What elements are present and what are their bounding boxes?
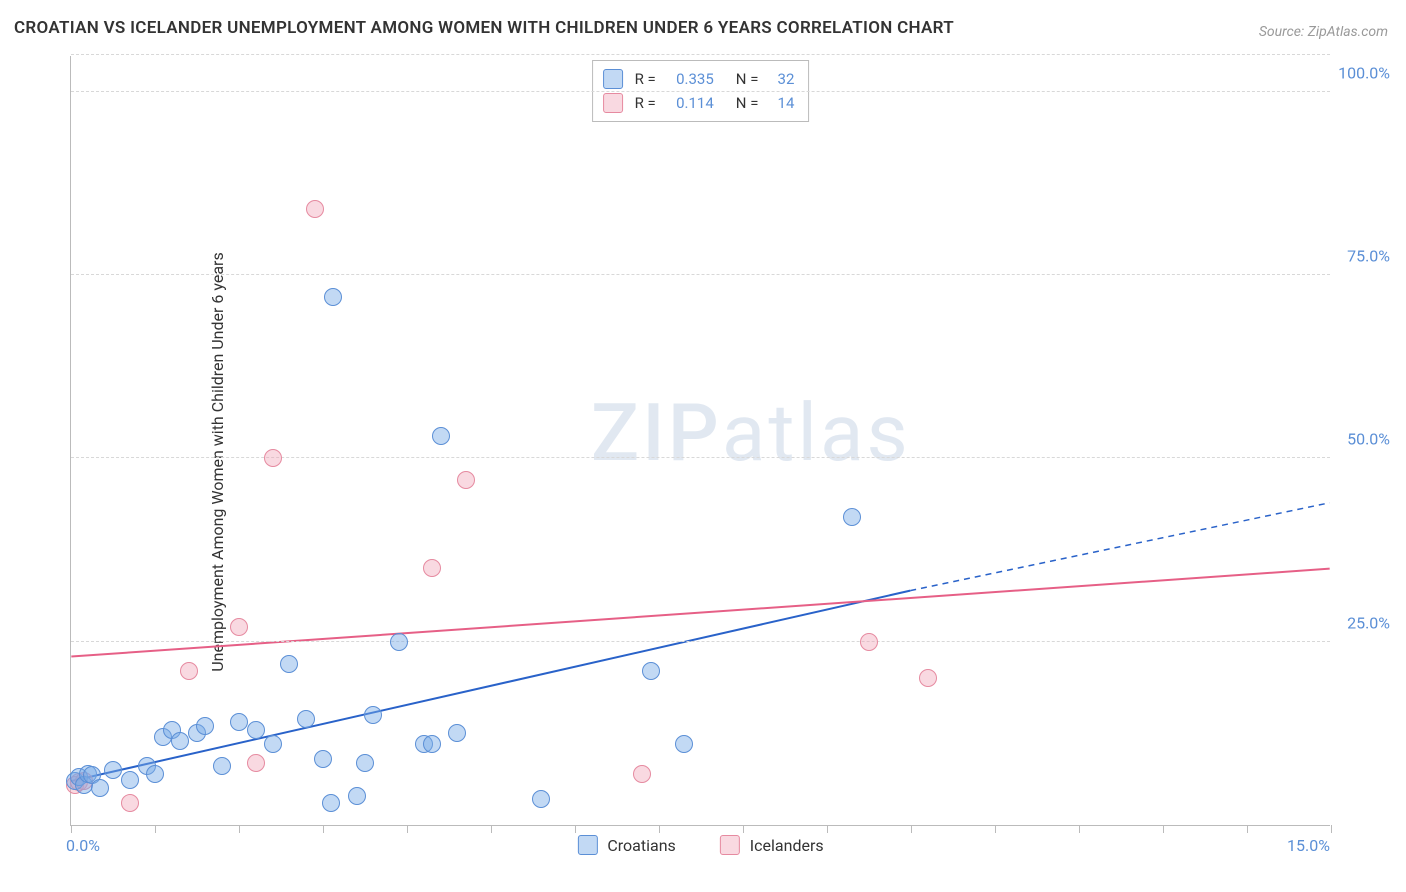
data-point <box>230 713 248 731</box>
data-point <box>390 633 408 651</box>
legend-swatch <box>720 835 740 855</box>
gridline <box>71 274 1330 275</box>
data-point <box>675 735 693 753</box>
series-name: Icelanders <box>750 836 824 855</box>
data-point <box>213 757 231 775</box>
data-point <box>264 735 282 753</box>
x-tick <box>1247 825 1248 833</box>
data-point <box>532 790 550 808</box>
data-point <box>146 765 164 783</box>
data-point <box>348 787 366 805</box>
gridline <box>71 457 1330 458</box>
series-name: Croatians <box>607 836 675 855</box>
x-tick <box>743 825 744 833</box>
legend-swatch <box>603 69 623 89</box>
data-point <box>104 761 122 779</box>
data-point <box>196 717 214 735</box>
gridline <box>71 54 1330 55</box>
data-point <box>171 732 189 750</box>
data-point <box>322 794 340 812</box>
data-point <box>633 765 651 783</box>
n-label: N = <box>736 94 759 112</box>
data-point <box>121 771 139 789</box>
x-tick <box>239 825 240 833</box>
y-tick-label: 100.0% <box>1338 63 1390 82</box>
trend-lines <box>71 56 1330 825</box>
n-value: 14 <box>766 94 794 112</box>
data-point <box>280 655 298 673</box>
data-point <box>356 754 374 772</box>
x-tick <box>491 825 492 833</box>
data-point <box>247 754 265 772</box>
data-point <box>306 200 324 218</box>
legend-swatch <box>577 835 597 855</box>
x-tick <box>911 825 912 833</box>
data-point <box>230 618 248 636</box>
data-point <box>843 508 861 526</box>
data-point <box>364 706 382 724</box>
r-value: 0.335 <box>664 70 714 88</box>
series-legend: Croatians Icelanders <box>577 835 823 855</box>
y-tick-label: 50.0% <box>1347 430 1390 449</box>
data-point <box>314 750 332 768</box>
gridline <box>71 91 1330 92</box>
series-legend-item: Croatians <box>577 835 675 855</box>
data-point <box>423 559 441 577</box>
data-point <box>448 724 466 742</box>
x-tick-label: 0.0% <box>66 836 100 855</box>
data-point <box>423 735 441 753</box>
r-label: R = <box>635 94 656 112</box>
legend-swatch <box>603 93 623 113</box>
gridline <box>71 641 1330 642</box>
data-point <box>180 662 198 680</box>
r-value: 0.114 <box>664 94 714 112</box>
plot-area: ZIPatlas R = 0.335 N = 32 R = 0.114 N = … <box>70 56 1330 826</box>
chart-container: Unemployment Among Women with Children U… <box>56 56 1394 868</box>
data-point <box>264 449 282 467</box>
x-tick <box>1079 825 1080 833</box>
data-point <box>324 288 342 306</box>
data-point <box>432 427 450 445</box>
data-point <box>91 779 109 797</box>
legend-row: R = 0.335 N = 32 <box>603 67 795 91</box>
n-label: N = <box>736 70 759 88</box>
x-tick <box>407 825 408 833</box>
series-legend-item: Icelanders <box>720 835 824 855</box>
x-tick <box>575 825 576 833</box>
legend-row: R = 0.114 N = 14 <box>603 91 795 115</box>
x-tick <box>323 825 324 833</box>
data-point <box>297 710 315 728</box>
data-point <box>457 471 475 489</box>
x-tick <box>71 825 72 833</box>
x-tick <box>155 825 156 833</box>
x-tick-label: 15.0% <box>1287 836 1330 855</box>
y-tick-label: 75.0% <box>1347 247 1390 266</box>
r-label: R = <box>635 70 656 88</box>
x-tick <box>1331 825 1332 833</box>
x-tick <box>1163 825 1164 833</box>
chart-title: CROATIAN VS ICELANDER UNEMPLOYMENT AMONG… <box>14 18 954 38</box>
x-tick <box>827 825 828 833</box>
x-tick <box>995 825 996 833</box>
data-point <box>247 721 265 739</box>
data-point <box>860 633 878 651</box>
n-value: 32 <box>766 70 794 88</box>
data-point <box>121 794 139 812</box>
source-attribution: Source: ZipAtlas.com <box>1259 24 1388 40</box>
x-tick <box>659 825 660 833</box>
data-point <box>919 669 937 687</box>
data-point <box>642 662 660 680</box>
y-tick-label: 25.0% <box>1347 613 1390 632</box>
